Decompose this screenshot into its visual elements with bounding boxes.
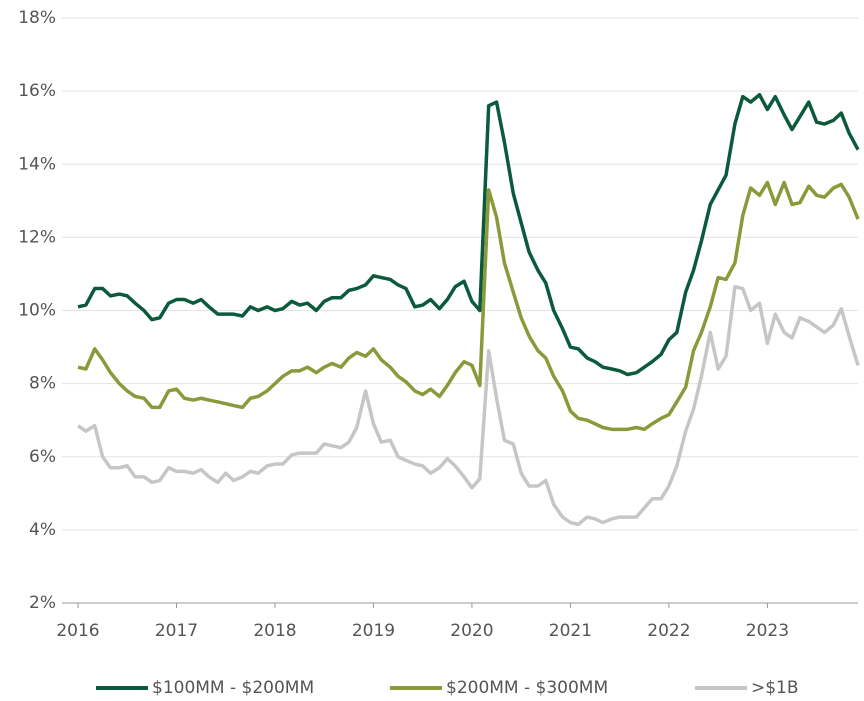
y-tick-label: 10% <box>18 301 56 321</box>
series-line <box>77 93 860 377</box>
y-tick-label: 6% <box>29 447 56 467</box>
x-tick-label: 2019 <box>352 621 395 641</box>
legend-label: $100MM - $200MM <box>152 678 314 698</box>
x-tick-label: 2021 <box>549 621 592 641</box>
x-tick-label: 2017 <box>155 621 198 641</box>
y-tick-label: 8% <box>29 374 56 394</box>
x-tick-label: 2023 <box>746 621 789 641</box>
y-tick-label: 2% <box>29 593 56 613</box>
y-tick-label: 12% <box>18 227 56 247</box>
x-tick-label: 2016 <box>56 621 99 641</box>
legend-label: >$1B <box>751 678 799 698</box>
legend-label: $200MM - $300MM <box>446 678 608 698</box>
y-tick-label: 16% <box>18 81 56 101</box>
y-tick-label: 4% <box>29 520 56 540</box>
series-line <box>76 284 860 527</box>
series-line <box>77 180 860 432</box>
x-tick-label: 2020 <box>450 621 493 641</box>
y-tick-label: 14% <box>18 154 56 174</box>
x-tick-label: 2022 <box>647 621 690 641</box>
y-tick-label: 18% <box>18 8 56 28</box>
x-tick-label: 2018 <box>253 621 296 641</box>
